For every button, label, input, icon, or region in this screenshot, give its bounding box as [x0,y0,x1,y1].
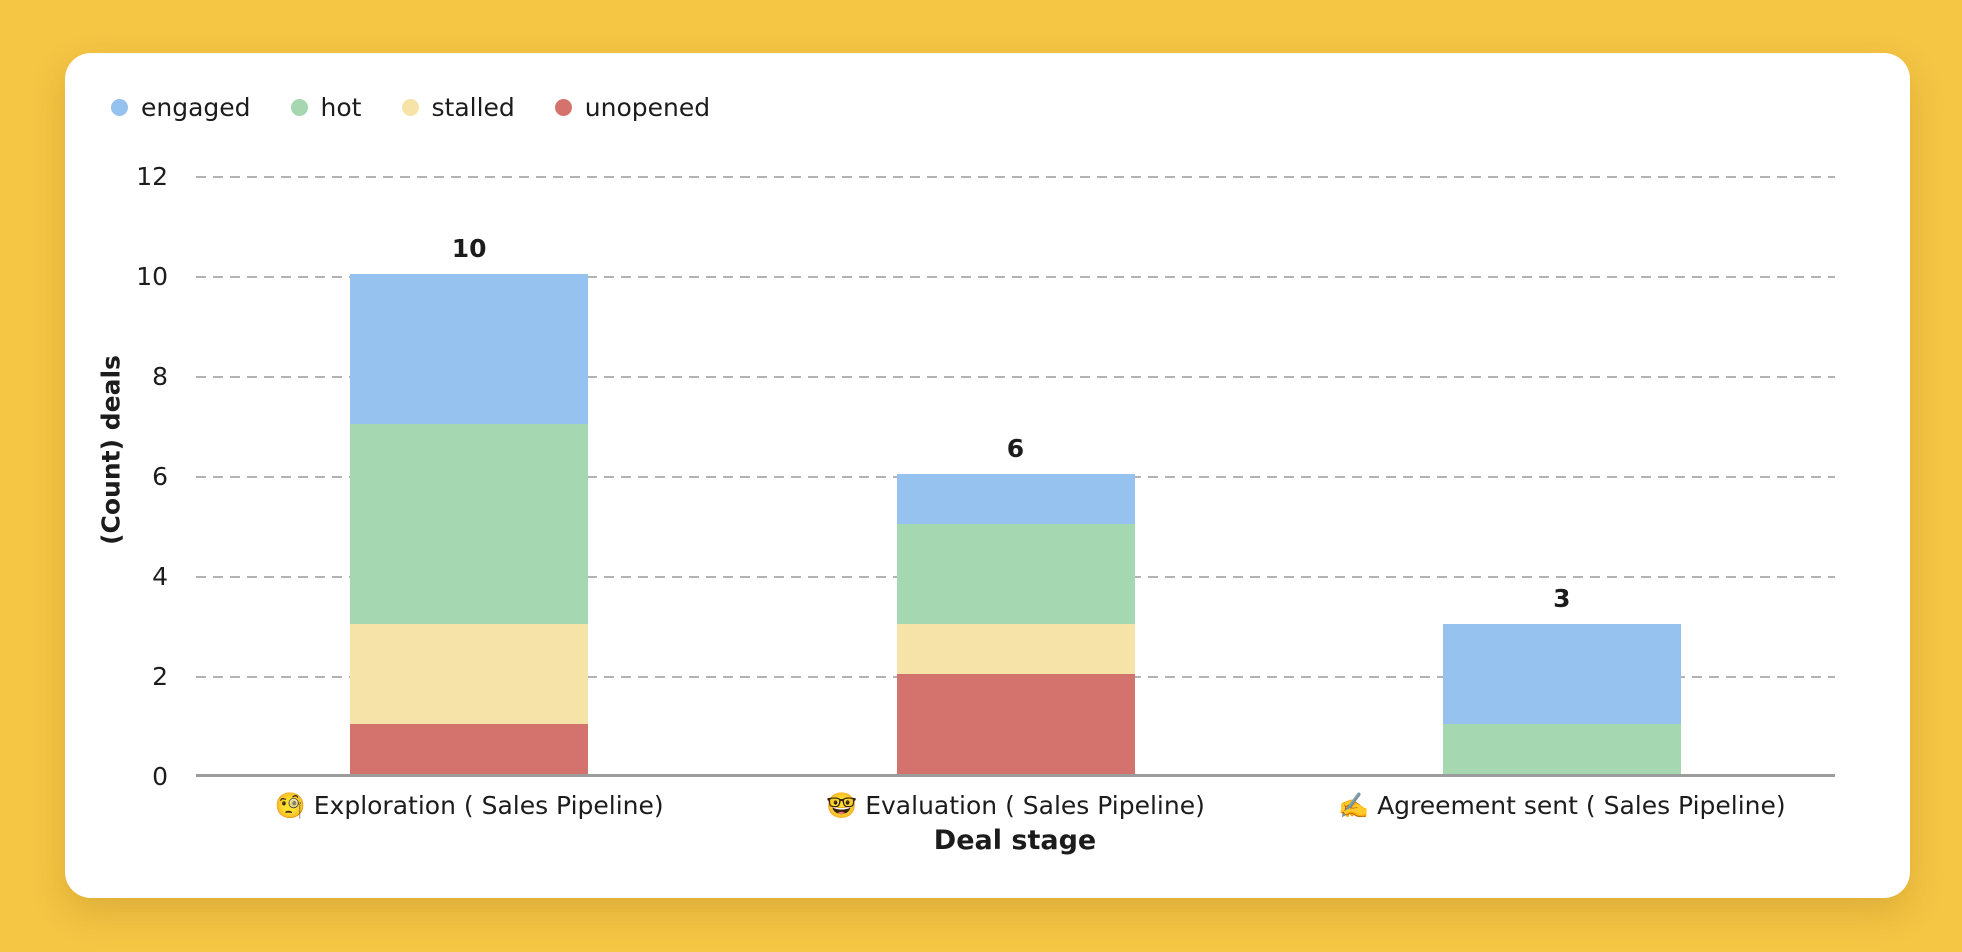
legend-dot-icon [290,98,308,116]
legend-dot-icon [111,98,128,116]
bar-segment-engaged[interactable] [1442,624,1681,724]
bar-segment-unopened[interactable] [896,674,1135,774]
bar-segment-engaged[interactable] [350,274,589,424]
bar-segment-hot[interactable] [1442,724,1681,774]
legend-dot-icon [401,98,419,116]
legend-item-label: hot [320,92,362,122]
stacked-bar: 10 [350,234,589,774]
bar-total-label: 3 [1553,584,1571,613]
bar-segment-stalled[interactable] [896,624,1135,674]
y-axis-tick-label: 8 [152,362,168,391]
legend-item-stalled[interactable]: stalled [401,92,515,122]
bar-segment-engaged[interactable] [896,474,1135,524]
legend-item-label: unopened [584,92,711,122]
stacked-bar: 6 [896,434,1135,774]
y-axis-tick-label: 10 [136,262,168,291]
x-axis-title: Deal stage [933,825,1097,856]
category-label-text: Exploration ( Sales Pipeline) [305,791,664,820]
legend-item-engaged[interactable]: engaged [111,93,251,122]
plot-area: Deal stage 0 2 4 6 8 10 12 10 🧐 Exploration ( Sa… [136,164,1835,856]
y-axis-tick-label: 4 [152,562,168,591]
stacked-bar: 3 [1442,584,1681,774]
gridline [196,376,1835,378]
legend-item-label: engaged [141,92,251,122]
y-axis-title: (Count) deals [96,355,126,545]
bar-segment-hot[interactable] [350,424,589,624]
x-axis-category-label: ✍️ Agreement sent ( Sales Pipeline) [1338,791,1786,821]
gridline [196,176,1835,178]
y-axis-tick-label: 12 [136,162,168,191]
bar-total-label: 6 [1006,434,1025,463]
y-axis-tick-label: 6 [152,462,168,491]
legend-item-hot[interactable]: hot [290,92,362,122]
category-emoji-icon: 🧐 [274,791,306,820]
y-axis-tick-label: 0 [152,762,168,791]
category-label-text: Agreement sent ( Sales Pipeline) [1369,791,1786,820]
bar-segment-unopened[interactable] [350,724,589,774]
category-emoji-icon: 🤓 [826,791,858,820]
gridline [196,276,1835,278]
y-axis-tick-label: 2 [152,662,168,691]
chart-card: engaged hot stalled unopened (Count) deals … [65,53,1910,898]
bar-segment-hot[interactable] [896,524,1135,624]
bar-segment-stalled[interactable] [350,624,589,724]
legend-dot-icon [554,98,572,116]
x-axis-category-label: 🧐 Exploration ( Sales Pipeline) [275,791,664,821]
category-emoji-icon: ✍️ [1337,791,1370,820]
legend-item-label: stalled [431,92,515,122]
bar-total-label: 10 [451,234,487,263]
category-label-text: Evaluation ( Sales Pipeline) [857,791,1205,820]
legend: engaged hot stalled unopened [111,91,710,123]
x-axis-category-label: 🤓 Evaluation ( Sales Pipeline) [826,791,1205,821]
legend-item-unopened[interactable]: unopened [554,92,711,122]
